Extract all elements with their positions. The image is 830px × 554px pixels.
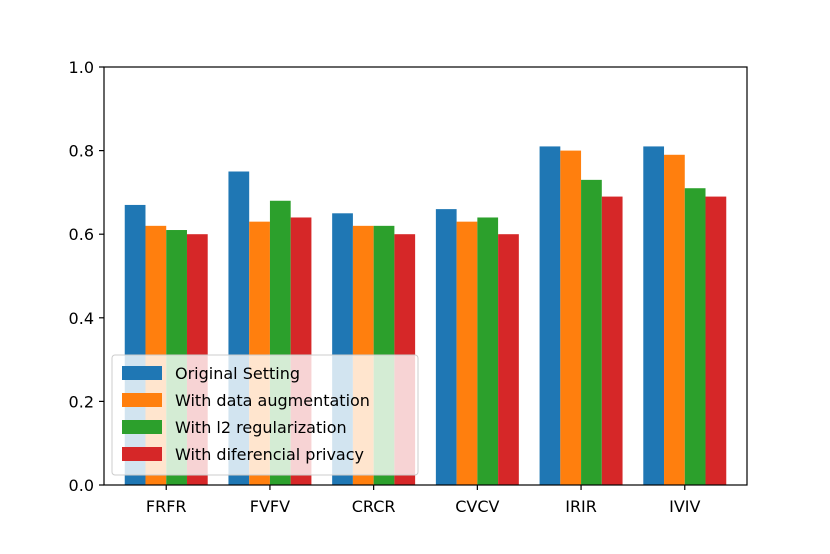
legend-label-2: With data augmentation [175,391,370,410]
x-tick-label-cvcv: CVCV [455,497,499,516]
bar-iviv-series-3 [684,188,706,485]
y-tick-label: 0.8 [69,142,94,161]
bar-irir-series-4 [601,196,623,485]
bar-iviv-series-4 [705,196,727,485]
x-tick-label-crcr: CRCR [352,497,396,516]
y-tick-label: 0.2 [69,392,94,411]
x-tick-label-fvfv: FVFV [250,497,290,516]
axes-layer: 0.0 0.2 0.4 0.6 0.8 1.0 FRFR FVFV CRCR CVCV IRIR IV… [69,58,748,516]
x-tick-label-iviv: IVIV [669,497,700,516]
plot-frame [103,66,748,486]
y-tick-label: 1.0 [69,58,94,77]
y-tick-label: 0.6 [69,225,94,244]
bar-cvcv-series-3 [477,217,499,486]
y-tick-label: 0.0 [69,476,94,495]
bar-cvcv-series-4 [498,234,519,485]
legend: Original Setting With data augmentation Wi… [111,354,419,476]
y-tick-label: 0.4 [69,309,94,328]
legend-label-4: With diferencial privacy [175,445,364,464]
bar-irir-series-3 [581,179,602,486]
bar-irir-series-1 [539,146,561,486]
bar-irir-series-2 [560,150,582,485]
bar-iviv-series-2 [664,154,685,485]
legend-box [111,354,419,476]
bar-cvcv-series-1 [435,209,457,485]
legend-label-3: With l2 regularization [175,418,347,437]
x-tick-label-irir: IRIR [565,497,597,516]
legend-label-1: Original Setting [175,364,300,383]
bar-iviv-series-1 [643,146,665,486]
legend-swatch-4 [122,447,162,461]
x-tick-label-frfr: FRFR [146,497,187,516]
bar-cvcv-series-2 [456,221,478,485]
legend-swatch-3 [122,420,162,434]
legend-swatch-2 [122,393,162,407]
legend-swatch-1 [122,366,162,380]
